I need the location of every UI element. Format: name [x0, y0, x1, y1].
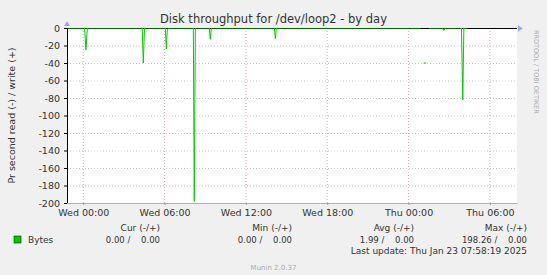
y-tick: -60	[44, 75, 67, 86]
x-axis: Wed 00:00 Wed 06:00 Wed 12:00 Wed 18:00 Thu …	[58, 203, 517, 218]
grid-line-y	[67, 203, 517, 204]
y-tick: -160	[38, 163, 67, 174]
y-tick-label: -100	[38, 110, 60, 121]
legend-label: Bytes	[28, 235, 54, 245]
x-tick: Wed 06:00	[140, 203, 191, 218]
grid-line-y	[67, 98, 517, 99]
grid	[67, 28, 517, 204]
x-tick-mark	[490, 203, 491, 205]
y-tick-label: -140	[38, 145, 60, 156]
x-tick: Wed 00:00	[58, 203, 109, 218]
stats-header: Avg (-/+)	[374, 223, 414, 233]
grid-line-x	[164, 28, 165, 203]
x-tick: Thu 06:00	[465, 203, 514, 218]
y-tick-mark	[64, 81, 67, 82]
x-tick-label: Thu 00:00	[384, 207, 433, 218]
grid-line-y	[67, 46, 517, 47]
x-tick: Thu 00:00	[384, 203, 433, 218]
grid-line-x	[327, 28, 328, 203]
x-tick-label: Wed 00:00	[58, 207, 109, 218]
x-axis-arrow	[518, 26, 523, 32]
y-tick-label: -60	[44, 75, 60, 86]
watermark: RRDTOOL / TOBI OETIKER	[532, 30, 540, 114]
y-tick: -80	[44, 93, 67, 104]
y-tick: -140	[38, 145, 67, 156]
x-tick: Wed 18:00	[302, 203, 353, 218]
legend-swatch	[14, 236, 21, 243]
stats-value: 198.26 / 0.00	[462, 235, 527, 245]
x-tick-label: Wed 18:00	[302, 207, 353, 218]
grid-line-y	[67, 63, 517, 64]
y-tick-mark	[64, 116, 67, 117]
y-axis-title: Pr second read (-) / write (+)	[6, 47, 17, 183]
y-tick-mark	[64, 46, 67, 47]
y-tick-label: -200	[38, 198, 60, 209]
plot-background	[67, 28, 517, 203]
y-tick-label: -180	[38, 180, 60, 191]
grid-line-y	[67, 168, 517, 169]
y-axis-line	[67, 29, 68, 204]
y-tick-mark	[64, 98, 67, 99]
x-tick-mark	[83, 203, 84, 205]
y-tick-label: -160	[38, 163, 60, 174]
series-line	[67, 28, 468, 201]
stats-value: 1.99 / 0.00	[360, 235, 414, 245]
grid-line-y	[67, 151, 517, 152]
grid-line-y	[67, 116, 517, 117]
y-tick: -180	[38, 180, 67, 191]
grid-line-x	[245, 28, 246, 203]
y-tick-label: 0	[54, 23, 60, 34]
x-tick-label: Thu 06:00	[465, 207, 514, 218]
grid-line-y	[67, 186, 517, 187]
x-tick-mark	[165, 203, 166, 205]
y-tick: 0	[54, 23, 67, 34]
plot-area	[67, 28, 468, 201]
y-tick-label: -20	[44, 40, 60, 51]
x-axis-line	[68, 203, 518, 204]
stats-value: 0.00 / 0.00	[106, 235, 160, 245]
x-tick-mark	[409, 203, 410, 205]
y-tick-label: -80	[44, 93, 60, 104]
y-tick: -120	[38, 128, 67, 139]
y-tick-mark	[64, 133, 67, 134]
legend: Bytes Cur (-/+) Min (-/+) Avg (-/+) Max (-/+…	[14, 223, 527, 245]
stats-header: Max (-/+)	[485, 223, 527, 233]
footer: Munin 2.0.37	[251, 264, 297, 272]
y-tick-mark	[64, 63, 67, 64]
y-axis-arrow	[64, 21, 70, 26]
x-tick-mark	[246, 203, 247, 205]
stats-header: Cur (-/+)	[121, 223, 160, 233]
y-tick-mark	[64, 203, 67, 204]
y-tick-label: -120	[38, 128, 60, 139]
x-tick-mark	[327, 203, 328, 205]
stats-value: 0.00 / 0.00	[238, 235, 292, 245]
x-tick-label: Wed 06:00	[140, 207, 191, 218]
y-tick-label: -40	[44, 58, 60, 69]
grid-line-x	[408, 28, 409, 203]
x-tick: Wed 12:00	[221, 203, 272, 218]
y-tick-mark	[64, 28, 67, 29]
y-tick-mark	[64, 151, 67, 152]
y-tick: -20	[44, 40, 67, 51]
y-tick: -100	[38, 110, 67, 121]
chart: 0-20-40-60-80-100-120-140-160-180-200Wed…	[0, 0, 547, 275]
grid-line-y	[67, 81, 517, 82]
y-tick: -40	[44, 58, 67, 69]
background	[0, 0, 547, 275]
grid-line-y	[67, 133, 517, 134]
title: Disk throughput for /dev/loop2 - by day	[160, 12, 387, 26]
y-tick-mark	[64, 186, 67, 187]
x-tick-label: Wed 12:00	[221, 207, 272, 218]
y-tick-mark	[64, 168, 67, 169]
stats-header: Min (-/+)	[252, 223, 292, 233]
y-axis: 0 -20 -40 -60 -80 -100 -120 -140 -160 -180 -200	[38, 23, 67, 209]
last-update: Last update: Thu Jan 23 07:58:19 2025	[351, 246, 527, 256]
